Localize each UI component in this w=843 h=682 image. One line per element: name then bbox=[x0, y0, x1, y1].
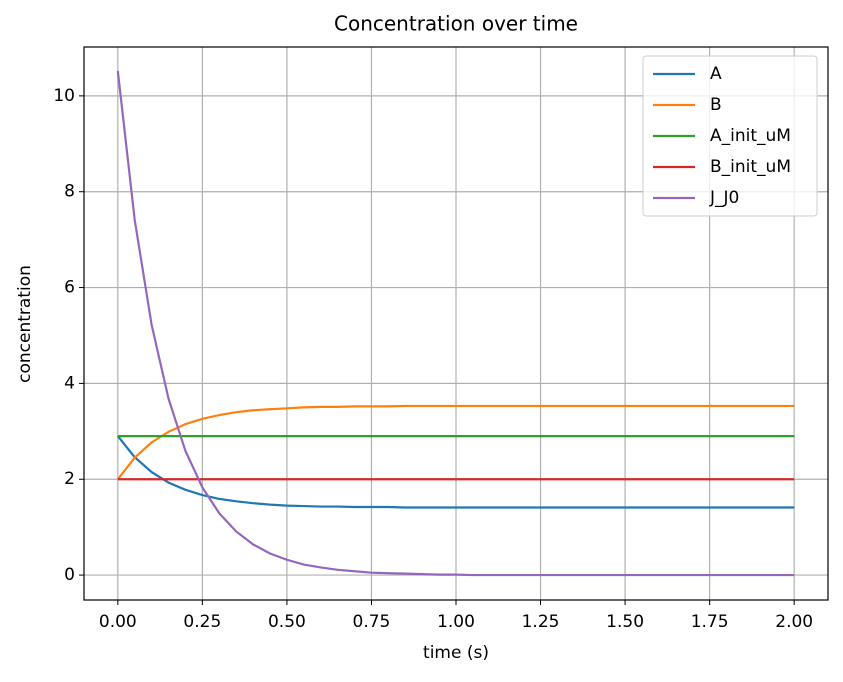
x-tick-label: 1.00 bbox=[437, 612, 475, 632]
data-line bbox=[116, 70, 795, 577]
y-tick-label: 8 bbox=[64, 182, 75, 202]
x-tick-label: 2.00 bbox=[775, 612, 813, 632]
legend-label: B_init_uM bbox=[710, 157, 791, 177]
data-line bbox=[116, 435, 795, 509]
y-tick-label: 0 bbox=[64, 565, 75, 585]
x-axis-label: time (s) bbox=[423, 643, 489, 663]
plot-frame bbox=[83, 46, 829, 601]
x-tick-label: 1.50 bbox=[606, 612, 644, 632]
x-tick-label: 0.25 bbox=[183, 612, 221, 632]
x-tick-label: 0.00 bbox=[99, 612, 137, 632]
x-tick-label: 1.75 bbox=[691, 612, 729, 632]
x-tick-label: 1.25 bbox=[522, 612, 560, 632]
y-tick-label: 10 bbox=[53, 86, 75, 106]
x-tick-label: 0.50 bbox=[268, 612, 306, 632]
y-tick-label: 4 bbox=[64, 373, 75, 393]
legend-label: B bbox=[710, 95, 722, 115]
y-tick-label: 2 bbox=[64, 469, 75, 489]
x-tick-label: 0.75 bbox=[353, 612, 391, 632]
chart-title: Concentration over time bbox=[334, 12, 578, 36]
legend-label: A_init_uM bbox=[710, 126, 791, 146]
y-axis-label: concentration bbox=[15, 265, 35, 383]
legend-label: A bbox=[710, 64, 722, 84]
data-line bbox=[116, 404, 795, 480]
legend-label: J_J0 bbox=[709, 188, 739, 208]
legend-box bbox=[642, 55, 818, 217]
y-tick-label: 6 bbox=[64, 278, 75, 298]
